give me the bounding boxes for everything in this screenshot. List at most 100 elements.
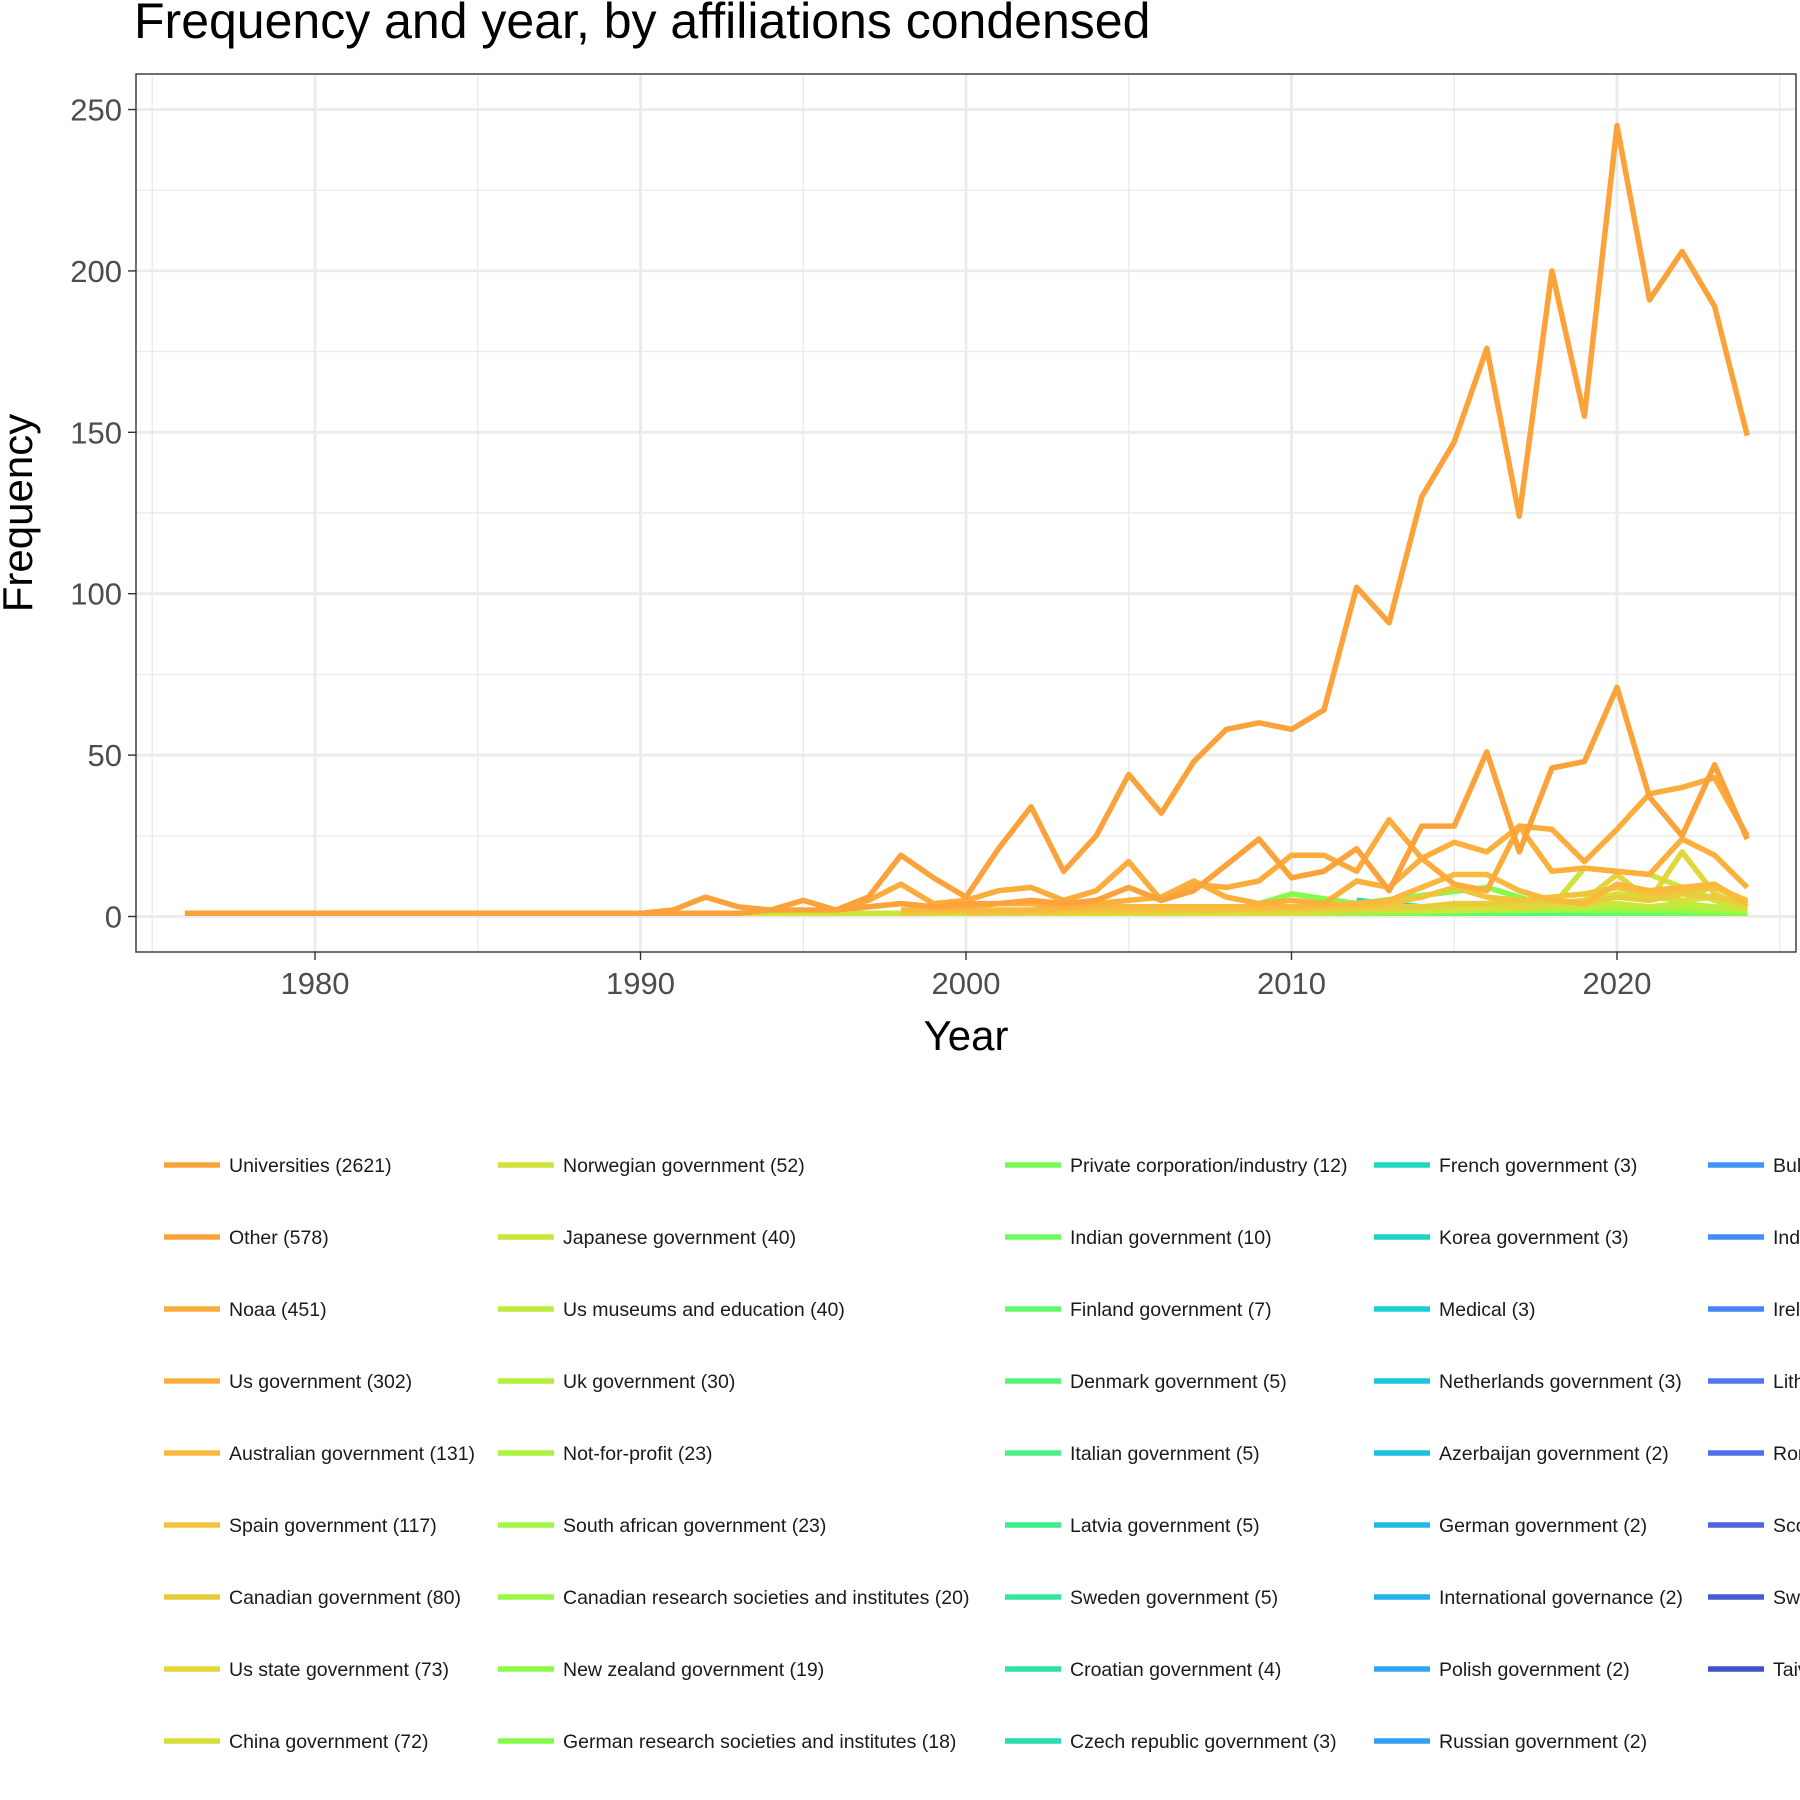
legend-label: Latvia government (5) [1070, 1515, 1260, 1537]
legend-item: Norwegian government (52) [498, 1155, 805, 1177]
y-axis: 0 50 100 150 200 250 [70, 93, 136, 934]
legend-label: South african government (23) [563, 1515, 826, 1537]
legend-label: Azerbaijan government (2) [1439, 1443, 1669, 1465]
legend-label: Sw [1773, 1587, 1800, 1609]
y-tick-label: 200 [70, 254, 122, 289]
legend-label: Netherlands government (3) [1439, 1371, 1682, 1393]
legend-label: Italian government (5) [1070, 1443, 1260, 1465]
legend-item: Indian government (10) [1005, 1227, 1272, 1249]
legend-item: Canadian research societies and institut… [498, 1587, 969, 1609]
legend-label: Indian government (10) [1070, 1227, 1272, 1249]
legend-item: Ind [1708, 1227, 1800, 1249]
legend-item: Azerbaijan government (2) [1374, 1443, 1669, 1465]
legend-item: Taiv [1708, 1659, 1800, 1681]
legend-item: Korea government (3) [1374, 1227, 1629, 1249]
legend-item: Private corporation/industry (12) [1005, 1155, 1347, 1177]
legend-item: Finland government (7) [1005, 1299, 1272, 1321]
legend-label: Us museums and education (40) [563, 1299, 845, 1321]
legend-label: Denmark government (5) [1070, 1371, 1287, 1393]
x-tick-label: 1990 [606, 966, 675, 1001]
legend: Universities (2621) Other (578) Noaa (451)… [164, 1155, 1800, 1753]
legend-item: Universities (2621) [164, 1155, 392, 1177]
legend-item: Other (578) [164, 1227, 329, 1249]
series-lines [184, 122, 1750, 917]
legend-label: Lith [1773, 1371, 1800, 1393]
legend-label: Us state government (73) [229, 1659, 449, 1681]
legend-item: Italian government (5) [1005, 1443, 1260, 1465]
legend-item: New zealand government (19) [498, 1659, 824, 1681]
series-line [835, 774, 1750, 913]
legend-item: Spain government (117) [164, 1515, 437, 1537]
legend-label: Other (578) [229, 1227, 329, 1249]
legend-label: Korea government (3) [1439, 1227, 1629, 1249]
legend-label: Croatian government (4) [1070, 1659, 1281, 1681]
legend-item: German government (2) [1374, 1515, 1647, 1537]
series-line [640, 684, 1750, 917]
legend-label: Japanese government (40) [563, 1227, 796, 1249]
legend-item: Denmark government (5) [1005, 1371, 1287, 1393]
x-tick-label: 2020 [1582, 966, 1651, 1001]
legend-label: Norwegian government (52) [563, 1155, 805, 1177]
legend-item: French government (3) [1374, 1155, 1637, 1177]
legend-item: Croatian government (4) [1005, 1659, 1281, 1681]
legend-label: Sweden government (5) [1070, 1587, 1278, 1609]
legend-label: China government (72) [229, 1731, 428, 1753]
y-tick-label: 50 [88, 738, 122, 773]
legend-item: Netherlands government (3) [1374, 1371, 1682, 1393]
legend-item: Polish government (2) [1374, 1659, 1630, 1681]
legend-item: Irel [1708, 1299, 1800, 1321]
legend-item: Noaa (451) [164, 1299, 327, 1321]
legend-label: Us government (302) [229, 1371, 412, 1393]
legend-label: Uk government (30) [563, 1371, 735, 1393]
legend-item: Canadian government (80) [164, 1587, 461, 1609]
legend-label: Australian government (131) [229, 1443, 475, 1465]
legend-label: Polish government (2) [1439, 1659, 1630, 1681]
legend-label: German research societies and institutes… [563, 1731, 956, 1753]
legend-item: Latvia government (5) [1005, 1515, 1260, 1537]
legend-item: Lith [1708, 1371, 1800, 1393]
y-tick-label: 150 [70, 415, 122, 450]
y-axis-title: Frequency [0, 414, 41, 612]
y-tick-label: 0 [105, 899, 122, 934]
legend-item: China government (72) [164, 1731, 428, 1753]
legend-label: Bul [1773, 1155, 1800, 1177]
legend-label: Universities (2621) [229, 1155, 392, 1177]
legend-item: Not-for-profit (23) [498, 1443, 713, 1465]
legend-label: Russian government (2) [1439, 1731, 1647, 1753]
legend-item: Sw [1708, 1587, 1800, 1609]
legend-item: Sweden government (5) [1005, 1587, 1278, 1609]
legend-label: Medical (3) [1439, 1299, 1535, 1321]
legend-item: South african government (23) [498, 1515, 826, 1537]
legend-item: Medical (3) [1374, 1299, 1535, 1321]
legend-label: Czech republic government (3) [1070, 1731, 1337, 1753]
legend-label: Finland government (7) [1070, 1299, 1272, 1321]
y-tick-label: 100 [70, 577, 122, 612]
x-tick-label: 2000 [932, 966, 1001, 1001]
x-tick-label: 1980 [281, 966, 350, 1001]
legend-label: Canadian government (80) [229, 1587, 461, 1609]
legend-item: Japanese government (40) [498, 1227, 796, 1249]
legend-item: Australian government (131) [164, 1443, 475, 1465]
legend-label: Not-for-profit (23) [563, 1443, 713, 1465]
legend-label: International governance (2) [1439, 1587, 1683, 1609]
legend-label: Private corporation/industry (12) [1070, 1155, 1347, 1177]
legend-label: Ror [1773, 1443, 1800, 1465]
legend-item: Ror [1708, 1443, 1800, 1465]
legend-item: German research societies and institutes… [498, 1731, 956, 1753]
x-tick-label: 2010 [1257, 966, 1326, 1001]
major-gridlines [136, 74, 1796, 952]
legend-item: Bul [1708, 1155, 1800, 1177]
legend-label: Sco [1773, 1515, 1800, 1537]
legend-item: Russian government (2) [1374, 1731, 1647, 1753]
legend-label: Spain government (117) [229, 1515, 437, 1537]
legend-label: Irel [1773, 1299, 1800, 1321]
series-line [900, 871, 1749, 913]
legend-item: Us state government (73) [164, 1659, 449, 1681]
legend-label: New zealand government (19) [563, 1659, 824, 1681]
y-tick-label: 250 [70, 93, 122, 128]
series-line [184, 122, 1750, 917]
legend-label: French government (3) [1439, 1155, 1637, 1177]
legend-item: Sco [1708, 1515, 1800, 1537]
legend-label: German government (2) [1439, 1515, 1647, 1537]
